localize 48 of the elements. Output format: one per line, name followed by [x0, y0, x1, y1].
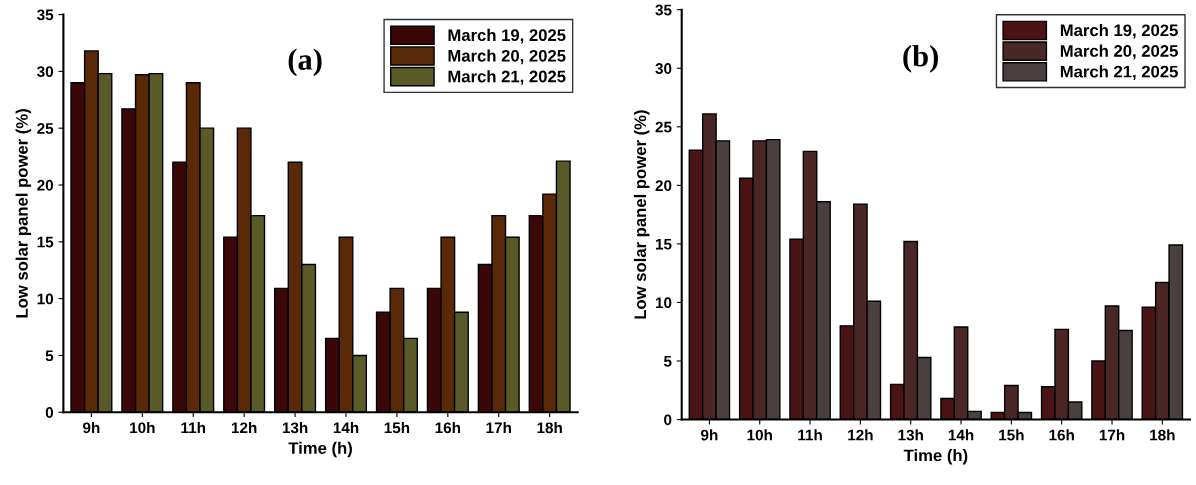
- y-tick-label: 20: [655, 180, 672, 192]
- y-tick-label: 15: [37, 236, 54, 248]
- x-tick-label: 13h: [282, 421, 308, 434]
- x-tick-label: 14h: [948, 429, 974, 441]
- y-axis-title: Low solar panel power (%): [633, 110, 650, 319]
- y-tick-label: 0: [664, 414, 672, 426]
- y-tick-label: 25: [37, 123, 54, 134]
- x-tick-label: 14h: [333, 421, 359, 434]
- legend-label: March 21, 2025: [448, 70, 566, 85]
- y-tick-label: 25: [655, 121, 672, 133]
- x-tick-label: 12h: [848, 429, 873, 441]
- x-tick-label: 16h: [435, 421, 461, 434]
- x-tick-label: 10h: [130, 421, 155, 434]
- x-tick-label: 17h: [1099, 429, 1125, 441]
- x-tick-label: 18h: [537, 421, 562, 434]
- x-axis-title: Time (h): [903, 449, 968, 465]
- legend-label: March 21, 2025: [1060, 65, 1178, 80]
- annotation: (b): [903, 45, 938, 73]
- y-tick-label: 15: [655, 238, 672, 250]
- x-tick-label: 12h: [231, 421, 257, 434]
- y-tick-label: 20: [37, 179, 54, 191]
- y-tick-label: 30: [655, 63, 672, 74]
- y-tick-label: 5: [663, 356, 672, 367]
- x-tick-label: 9h: [701, 429, 718, 441]
- x-tick-label: 15h: [384, 421, 410, 434]
- x-axis-title: Time (h): [288, 441, 352, 458]
- y-tick-label: 30: [37, 66, 54, 78]
- y-tick-label: 10: [37, 293, 54, 305]
- legend-label: March 20, 2025: [1060, 44, 1178, 60]
- legend-label: March 19, 2025: [1060, 23, 1178, 39]
- x-tick-label: 10h: [747, 429, 772, 441]
- y-tick-label: 5: [45, 350, 54, 362]
- x-tick-label: 18h: [1150, 429, 1175, 441]
- y-tick-label: 0: [45, 407, 54, 418]
- y-tick-label: 35: [655, 4, 672, 16]
- annotation: (a): [288, 48, 322, 77]
- legend-label: March 19, 2025: [448, 28, 566, 44]
- y-axis-title: Low solar panel power (%): [15, 109, 32, 318]
- y-tick-label: 10: [655, 297, 672, 309]
- x-tick-label: 15h: [999, 429, 1024, 441]
- x-tick-label: 13h: [898, 429, 923, 441]
- x-tick-label: 11h: [181, 421, 206, 434]
- x-tick-label: 9h: [83, 421, 100, 434]
- x-tick-label: 16h: [1049, 429, 1074, 441]
- x-tick-label: 17h: [486, 421, 511, 434]
- x-tick-label: 11h: [798, 429, 822, 441]
- y-tick-label: 35: [37, 9, 54, 21]
- legend-label: March 20, 2025: [448, 49, 566, 65]
